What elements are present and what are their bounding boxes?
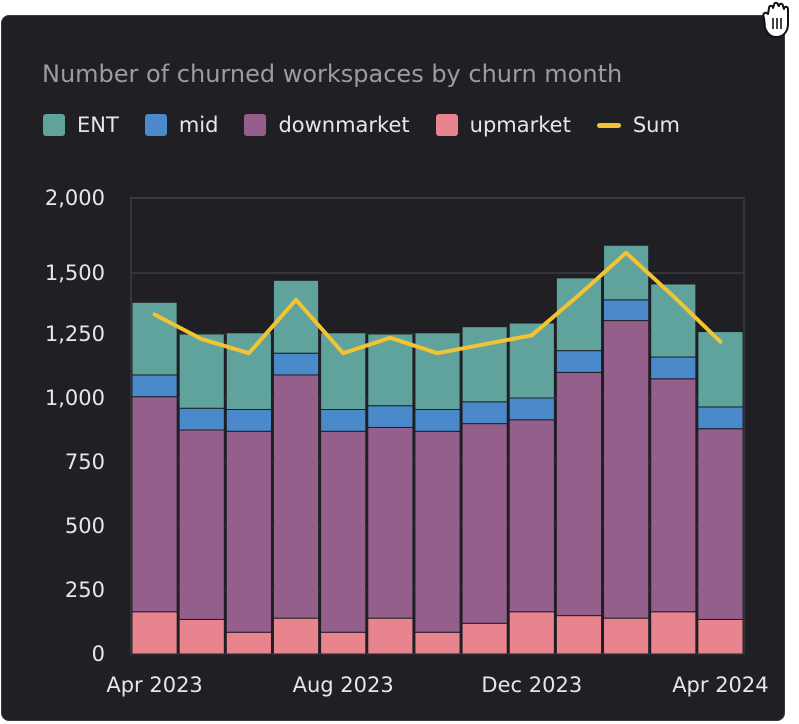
bar-ent xyxy=(697,331,744,408)
bar-upmarket xyxy=(555,615,603,655)
legend-swatch-ent xyxy=(43,114,65,136)
bar-upmarket xyxy=(508,611,555,655)
bar-upmarket xyxy=(131,611,178,655)
bar-mid xyxy=(320,409,367,432)
bar-mid xyxy=(508,397,555,421)
y-tick-label: 750 xyxy=(65,450,105,474)
bar-downmarket xyxy=(367,426,414,619)
legend-item-mid[interactable]: mid xyxy=(144,113,219,137)
y-tick-label: 1,250 xyxy=(45,322,105,346)
legend-label-upmarket: upmarket xyxy=(469,113,571,137)
x-tick-label: Apr 2023 xyxy=(106,673,202,697)
bar-downmarket xyxy=(131,396,178,613)
chart-legend: ENT mid downmarket upmarket Sum xyxy=(43,113,706,137)
bar-mid xyxy=(414,409,461,432)
legend-label-sum: Sum xyxy=(632,113,680,137)
bar-ent xyxy=(320,332,367,411)
bar-mid xyxy=(367,405,414,428)
bar-downmarket xyxy=(178,429,225,620)
y-tick-label: 500 xyxy=(65,514,105,538)
y-tick-label: 1,500 xyxy=(45,261,105,285)
bar-downmarket xyxy=(272,374,320,619)
bar-ent xyxy=(225,332,272,411)
y-tick-label: 2,000 xyxy=(45,186,105,210)
bar-upmarket xyxy=(603,617,650,655)
legend-label-ent: ENT xyxy=(77,113,119,137)
bar-upmarket xyxy=(272,617,320,655)
y-tick-label: 250 xyxy=(65,578,105,602)
legend-swatch-upmarket xyxy=(435,114,458,136)
bar-upmarket xyxy=(697,618,744,655)
bar-mid xyxy=(131,374,178,398)
bar-mid xyxy=(178,407,225,431)
legend-swatch-sum xyxy=(596,122,621,128)
legend-item-upmarket[interactable]: upmarket xyxy=(435,113,571,137)
bar-upmarket xyxy=(178,618,225,655)
legend-label-mid: mid xyxy=(178,113,219,137)
bar-mid xyxy=(225,409,272,432)
bar-downmarket xyxy=(225,430,272,633)
bar-mid xyxy=(603,299,650,322)
bar-mid xyxy=(461,401,508,425)
x-tick-label: Apr 2024 xyxy=(672,673,768,697)
legend-label-downmarket: downmarket xyxy=(278,113,410,137)
bar-ent xyxy=(367,333,414,407)
bar-downmarket xyxy=(603,320,650,619)
bar-mid xyxy=(650,356,697,380)
bar-ent xyxy=(555,277,603,352)
chart-title: Number of churned workspaces by churn mo… xyxy=(42,60,623,88)
bar-upmarket xyxy=(461,622,508,655)
bar-downmarket xyxy=(461,423,508,624)
bar-upmarket xyxy=(414,631,461,655)
bar-upmarket xyxy=(650,611,697,655)
legend-swatch-mid xyxy=(144,114,167,136)
bar-downmarket xyxy=(320,430,367,633)
bar-upmarket xyxy=(225,631,272,655)
bar-ent xyxy=(178,333,225,409)
bar-mid xyxy=(555,350,603,373)
bar-upmarket xyxy=(367,617,414,655)
x-tick-label: Dec 2023 xyxy=(481,673,582,697)
bar-mid xyxy=(272,352,320,376)
bar-ent xyxy=(414,332,461,411)
bar-downmarket xyxy=(555,371,603,617)
bar-downmarket xyxy=(414,430,461,633)
bar-downmarket xyxy=(650,378,697,613)
y-tick-label: 1,000 xyxy=(45,386,105,410)
x-tick-label: Aug 2023 xyxy=(293,673,394,697)
legend-item-sum[interactable]: Sum xyxy=(596,113,680,137)
bar-ent xyxy=(461,326,508,403)
legend-swatch-downmarket xyxy=(244,114,267,136)
legend-item-ent[interactable]: ENT xyxy=(43,113,119,137)
bar-mid xyxy=(697,406,744,430)
bar-upmarket xyxy=(320,631,367,655)
y-tick-label: 0 xyxy=(92,642,105,666)
hand-grab-icon xyxy=(762,1,789,38)
series-line-sum xyxy=(152,250,723,356)
legend-item-downmarket[interactable]: downmarket xyxy=(244,113,410,137)
bar-downmarket xyxy=(508,419,555,613)
bar-downmarket xyxy=(697,428,744,620)
